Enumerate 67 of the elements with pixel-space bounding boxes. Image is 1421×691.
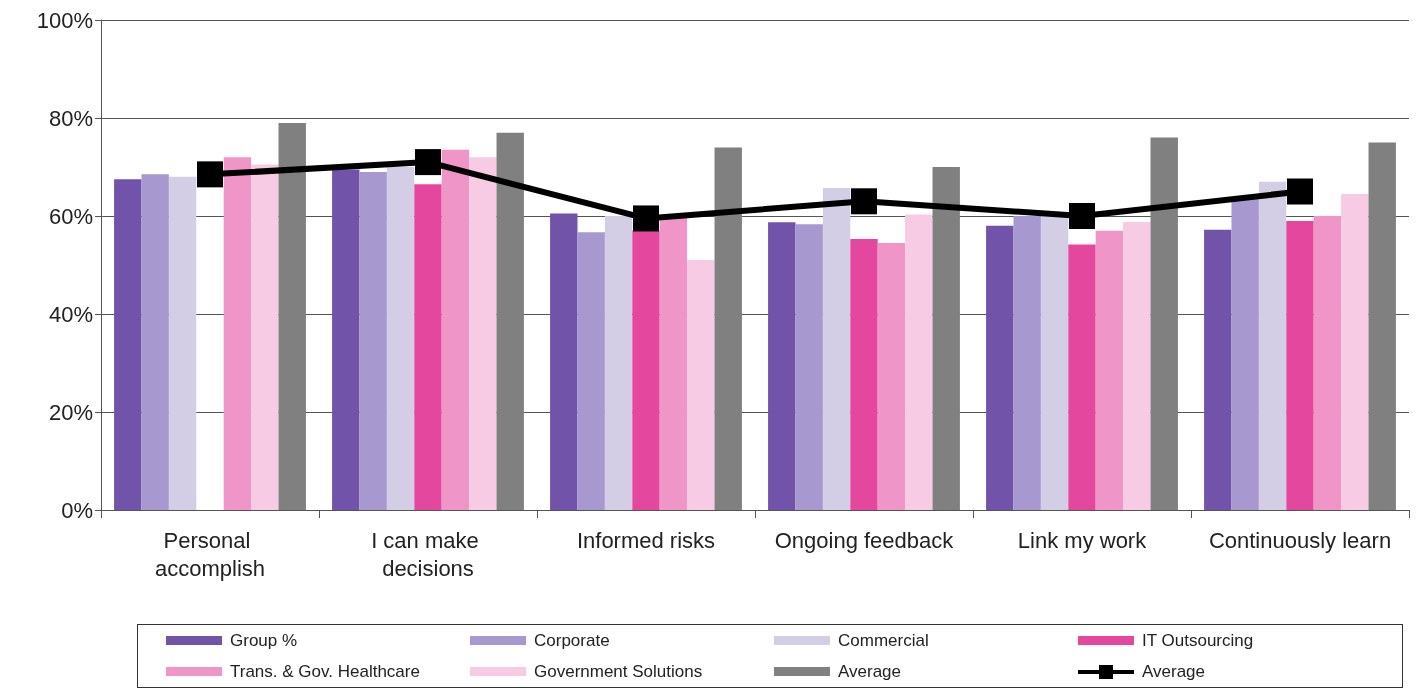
x-tick-label: I can make decisions [371,527,485,581]
bar [1258,181,1287,510]
bar [114,179,142,510]
bar [141,174,169,510]
bar [386,167,415,510]
bar [659,216,688,510]
bar [604,216,633,510]
bar [550,213,578,510]
bar [1286,220,1314,510]
bar [1368,142,1396,510]
bar [1341,193,1369,510]
legend-label: Average [1142,661,1206,682]
point [633,205,659,232]
bar [932,167,960,510]
y-tick-label: 80% [48,105,93,131]
bar [332,169,360,510]
y-tick-label: 60% [48,203,93,229]
bar [278,122,306,510]
bar [768,222,796,510]
point [1069,203,1095,229]
legend-label: Commercial [838,630,929,651]
bar [850,239,878,510]
y-tick-label: 100% [36,7,93,33]
bar [1123,221,1151,510]
bar [877,242,906,510]
y-tick-label: 0% [61,497,93,523]
bar [496,132,524,510]
x-tick-label: Continuously learn [1208,527,1392,553]
legend-label: Trans. & Gov. Healthcare [230,661,420,682]
x-tick-label: Ongoing feedback [774,527,955,553]
legend-label: Average [838,661,902,682]
x-tick-label: Personal accomplish [154,527,266,581]
bar [168,176,197,510]
bar [223,157,252,510]
y-tick-label: 20% [48,399,93,425]
bar [1150,137,1178,510]
x-tick-label: Link my work [1017,527,1148,553]
bar [359,171,387,510]
point [197,161,223,188]
bar [986,225,1014,510]
bar [251,164,279,510]
legend-label: Government Solutions [534,661,703,682]
bar [687,260,715,510]
bar [1040,216,1069,510]
point [851,188,877,215]
point [415,149,441,176]
bar [577,232,605,510]
bar [632,230,660,510]
x-tick-label: Informed risks [576,527,716,553]
bar [414,184,442,510]
bar [822,188,851,510]
bar [1095,230,1124,510]
legend-label: IT Outsourcing [1142,630,1254,651]
bar [795,224,823,510]
bar [469,157,497,510]
bar [1313,216,1342,510]
point [1287,178,1313,205]
bar [1204,229,1232,510]
legend-label: Group % [230,630,298,651]
bar [441,149,470,510]
bar [1068,244,1096,510]
legend-label: Corporate [534,630,610,651]
y-tick-label: 40% [48,301,93,327]
bar [714,147,742,510]
bar [1231,198,1259,510]
bar [1013,216,1041,510]
bar [905,214,933,510]
